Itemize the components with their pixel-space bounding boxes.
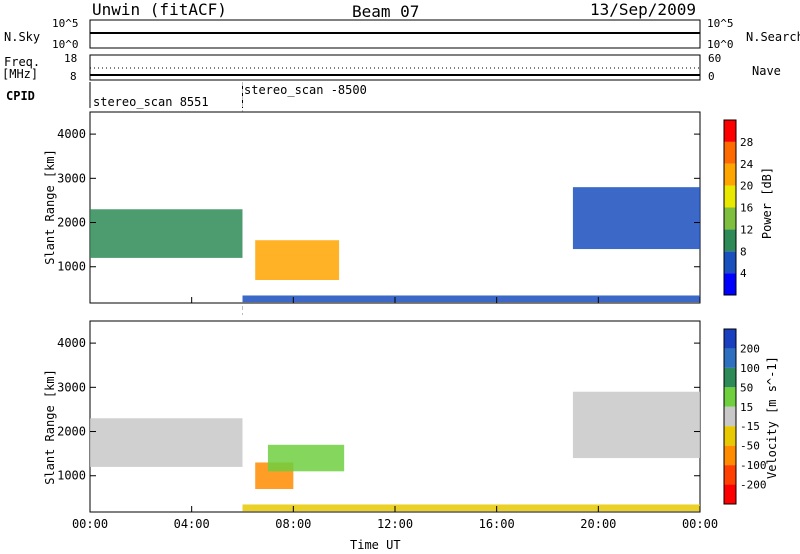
power-colorbar-tick: 4 bbox=[740, 267, 747, 280]
velocity-ytick-label: 3000 bbox=[57, 380, 86, 394]
cpid-segment-1: stereo_scan 8551 bbox=[93, 95, 209, 109]
power-colorbar-segment bbox=[724, 163, 736, 186]
velocity-ytick-label: 1000 bbox=[57, 469, 86, 483]
power-region-morning-patch bbox=[255, 240, 340, 281]
beam-title: Beam 07 bbox=[352, 2, 420, 21]
velocity-colorbar-tick: 15 bbox=[740, 401, 753, 414]
nsky-tick-bottom: 10^0 bbox=[52, 38, 79, 51]
power-colorbar-tick: 8 bbox=[740, 245, 747, 258]
station-title: Unwin (fitACF) bbox=[92, 0, 227, 19]
nave-tick-top: 60 bbox=[708, 52, 722, 65]
xtick-label: 20:00 bbox=[580, 517, 616, 531]
power-colorbar-tick: 24 bbox=[740, 158, 754, 171]
power-region-early-band bbox=[90, 209, 243, 258]
freq-tick-bottom: 8 bbox=[70, 70, 77, 83]
freq-label: Freq. bbox=[4, 55, 41, 69]
xtick-label: 16:00 bbox=[479, 517, 515, 531]
power-colorbar-segment bbox=[724, 251, 736, 274]
power-colorbar-tick: 16 bbox=[740, 202, 753, 215]
xtick-label: 00:00 bbox=[72, 517, 108, 531]
power-ytick-label: 1000 bbox=[57, 260, 86, 274]
xtick-label: 12:00 bbox=[377, 517, 413, 531]
velocity-colorbar-segment bbox=[724, 484, 736, 504]
velocity-region-evening-band bbox=[572, 391, 700, 459]
power-colorbar-tick: 12 bbox=[740, 223, 753, 236]
power-colorbar-tick: 28 bbox=[740, 136, 753, 149]
xtick-label: 08:00 bbox=[275, 517, 311, 531]
velocity-region-early-band bbox=[90, 418, 243, 467]
velocity-colorbar-tick: 100 bbox=[740, 362, 760, 375]
nave-label: Nave bbox=[752, 64, 781, 78]
freq-tick-top: 18 bbox=[64, 52, 78, 65]
power-colorbar-segment bbox=[724, 207, 736, 230]
power-colorbar-segment bbox=[724, 141, 736, 164]
velocity-ylabel: Slant Range [km] bbox=[43, 369, 57, 485]
nsky-tick-bottom-right: 10^0 bbox=[707, 38, 734, 51]
velocity-colorbar-tick: -100 bbox=[740, 459, 767, 472]
velocity-colorbar-segment bbox=[724, 367, 736, 388]
velocity-colorbar-frame bbox=[723, 328, 737, 505]
nave-tick-bottom: 0 bbox=[708, 70, 715, 83]
velocity-ytick-label: 2000 bbox=[57, 425, 86, 439]
velocity-colorbar-segment bbox=[724, 465, 736, 485]
freq-unit-label: [MHz] bbox=[2, 67, 39, 81]
velocity-colorbar-tick: -50 bbox=[740, 440, 760, 453]
power-region-ground-clutter bbox=[242, 295, 700, 303]
nsky-label: N.Sky bbox=[4, 30, 41, 44]
cpid-label: CPID bbox=[6, 89, 35, 103]
x-axis-title: Time UT bbox=[350, 538, 401, 552]
velocity-colorbar-tick: 50 bbox=[740, 381, 753, 394]
nsky-tick-top: 10^5 bbox=[52, 17, 79, 30]
power-ylabel: Slant Range [km] bbox=[43, 149, 57, 265]
velocity-region-ground-scatter bbox=[242, 504, 700, 512]
velocity-colorbar-segment bbox=[724, 387, 736, 407]
nsky-tick-top-right: 10^5 bbox=[707, 17, 734, 30]
power-colorbar-tick: 20 bbox=[740, 180, 753, 193]
power-colorbar-label: Power [dB] bbox=[760, 166, 774, 240]
velocity-colorbar-segment bbox=[724, 348, 736, 368]
power-region-evening-band bbox=[572, 187, 700, 250]
velocity-colorbar-segment bbox=[724, 445, 736, 466]
nsearch-label: N.Search bbox=[746, 30, 800, 44]
velocity-colorbar-segment bbox=[724, 329, 736, 349]
velocity-colorbar-segment bbox=[724, 406, 736, 427]
power-colorbar-segment bbox=[724, 229, 736, 252]
cpid-segment-2: stereo_scan -8500 bbox=[244, 83, 367, 97]
velocity-ytick-label: 4000 bbox=[57, 336, 86, 350]
power-ytick-label: 3000 bbox=[57, 171, 86, 185]
power-colorbar-frame bbox=[723, 119, 737, 296]
date-title: 13/Sep/2009 bbox=[590, 0, 696, 19]
xtick-label: 00:00 bbox=[682, 517, 718, 531]
velocity-colorbar-tick: -15 bbox=[740, 420, 760, 433]
power-colorbar-segment bbox=[724, 185, 736, 208]
xtick-label: 04:00 bbox=[174, 517, 210, 531]
velocity-colorbar-tick: 200 bbox=[740, 342, 760, 355]
power-ytick-label: 2000 bbox=[57, 216, 86, 230]
velocity-colorbar-segment bbox=[724, 426, 736, 446]
power-colorbar-segment bbox=[724, 120, 736, 142]
power-colorbar-segment bbox=[724, 273, 736, 295]
power-ytick-label: 4000 bbox=[57, 127, 86, 141]
velocity-colorbar-tick: -200 bbox=[740, 479, 767, 492]
velocity-region-morning-patch-high bbox=[267, 444, 345, 472]
velocity-colorbar-label: Velocity [m s^-1] bbox=[765, 356, 779, 479]
